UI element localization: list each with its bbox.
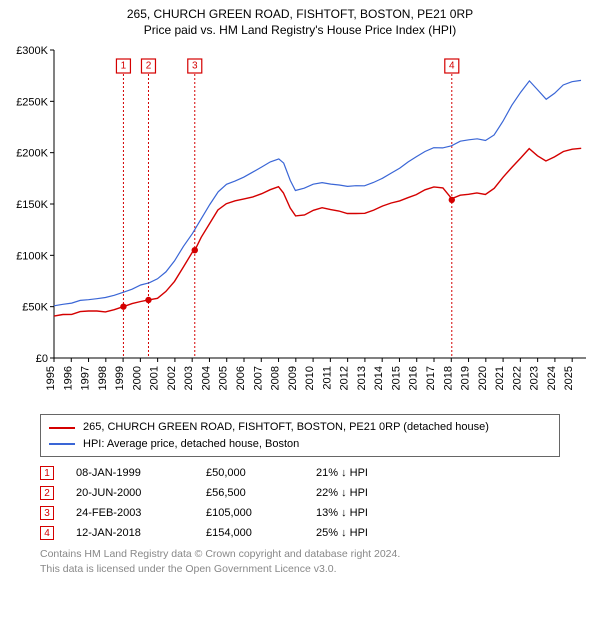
chart-svg: £0 £50K £100K £150K £200K £250K £300K 1995 1996 1… <box>0 40 600 410</box>
table-row: 2 20-JUN-2000£56,50022% ↓ HPI <box>40 483 378 503</box>
x-tick-label: 2020 <box>477 366 489 390</box>
marker-number: 1 <box>121 61 127 72</box>
x-tick-label: 2000 <box>131 366 143 390</box>
marker-number: 4 <box>449 61 455 72</box>
sale-date: 08-JAN-1999 <box>76 463 206 483</box>
x-tick-label: 2021 <box>494 366 506 390</box>
x-tick-label: 2007 <box>252 366 264 390</box>
y-tick-label: £250K <box>16 97 48 109</box>
sale-vs-hpi: 25% ↓ HPI <box>316 523 378 543</box>
marker-dot <box>449 197 455 203</box>
sale-price: £50,000 <box>206 463 316 483</box>
title-line2: Price paid vs. HM Land Registry's House … <box>10 22 590 38</box>
sale-vs-hpi: 13% ↓ HPI <box>316 503 378 523</box>
legend-label: 265, CHURCH GREEN ROAD, FISHTOFT, BOSTON… <box>83 419 489 436</box>
x-tick-label: 2010 <box>304 366 316 390</box>
x-tick-label: 1996 <box>62 366 74 390</box>
x-tick-label: 2002 <box>166 366 178 390</box>
x-tick-label: 2014 <box>373 366 385 390</box>
legend: 265, CHURCH GREEN ROAD, FISHTOFT, BOSTON… <box>40 414 560 457</box>
footer: Contains HM Land Registry data © Crown c… <box>40 547 560 575</box>
sale-date: 12-JAN-2018 <box>76 523 206 543</box>
x-tick-label: 2022 <box>511 366 523 390</box>
x-tick-label: 1999 <box>114 366 126 390</box>
sale-price: £154,000 <box>206 523 316 543</box>
x-tick-label: 1997 <box>80 366 92 390</box>
marker-dot <box>145 297 151 303</box>
legend-label: HPI: Average price, detached house, Bost… <box>83 436 299 453</box>
x-tick-label: 2017 <box>425 366 437 390</box>
sale-marker-box: 2 <box>40 486 54 500</box>
legend-row: 265, CHURCH GREEN ROAD, FISHTOFT, BOSTON… <box>49 419 551 436</box>
x-tick-label: 2009 <box>287 366 299 390</box>
sale-marker-box: 3 <box>40 506 54 520</box>
chart-area: £0 £50K £100K £150K £200K £250K £300K 1995 1996 1… <box>0 40 600 410</box>
sale-date: 20-JUN-2000 <box>76 483 206 503</box>
marker-dot <box>192 247 198 253</box>
x-tick-label: 1998 <box>97 366 109 390</box>
sale-price: £105,000 <box>206 503 316 523</box>
x-tick-label: 2011 <box>321 366 333 390</box>
legend-swatch <box>49 427 75 429</box>
series-property <box>54 149 581 317</box>
x-tick-label: 2019 <box>460 366 472 390</box>
x-tick-label: 2016 <box>408 366 420 390</box>
x-tick-label: 2006 <box>235 366 247 390</box>
x-tick-label: 2013 <box>356 366 368 390</box>
footer-line2: This data is licensed under the Open Gov… <box>40 562 560 576</box>
x-tick-label: 2025 <box>563 366 575 390</box>
y-tick-label: £300K <box>16 45 48 57</box>
sale-date: 24-FEB-2003 <box>76 503 206 523</box>
y-tick-label: £200K <box>16 148 48 160</box>
chart-titles: 265, CHURCH GREEN ROAD, FISHTOFT, BOSTON… <box>0 0 600 40</box>
sale-vs-hpi: 21% ↓ HPI <box>316 463 378 483</box>
footer-line1: Contains HM Land Registry data © Crown c… <box>40 547 560 561</box>
marker-dot <box>120 304 126 310</box>
y-tick-label: £150K <box>16 199 48 211</box>
x-tick-label: 2012 <box>339 366 351 390</box>
x-tick-label: 2001 <box>149 366 161 390</box>
y-tick-label: £100K <box>16 251 48 263</box>
sales-table: 1 08-JAN-1999£50,00021% ↓ HPI 2 20-JUN-2000… <box>40 463 378 543</box>
x-tick-label: 1995 <box>45 366 57 390</box>
x-tick-label: 2023 <box>529 366 541 390</box>
series-hpi <box>54 81 581 306</box>
legend-swatch <box>49 443 75 445</box>
x-tick-label: 2018 <box>442 366 454 390</box>
sale-marker-box: 4 <box>40 526 54 540</box>
table-row: 3 24-FEB-2003£105,00013% ↓ HPI <box>40 503 378 523</box>
title-line1: 265, CHURCH GREEN ROAD, FISHTOFT, BOSTON… <box>10 6 590 22</box>
x-tick-label: 2015 <box>390 366 402 390</box>
y-tick-label: £0 <box>36 353 48 365</box>
x-tick-label: 2003 <box>183 366 195 390</box>
x-tick-label: 2004 <box>200 366 212 390</box>
y-tick-label: £50K <box>22 302 48 314</box>
x-tick-label: 2005 <box>218 366 230 390</box>
table-row: 1 08-JAN-1999£50,00021% ↓ HPI <box>40 463 378 483</box>
table-row: 4 12-JAN-2018£154,00025% ↓ HPI <box>40 523 378 543</box>
sale-vs-hpi: 22% ↓ HPI <box>316 483 378 503</box>
marker-number: 3 <box>192 61 198 72</box>
x-tick-label: 2008 <box>270 366 282 390</box>
x-tick-label: 2024 <box>546 366 558 390</box>
legend-row: HPI: Average price, detached house, Bost… <box>49 436 551 453</box>
sale-marker-box: 1 <box>40 466 54 480</box>
marker-number: 2 <box>146 61 152 72</box>
sale-price: £56,500 <box>206 483 316 503</box>
